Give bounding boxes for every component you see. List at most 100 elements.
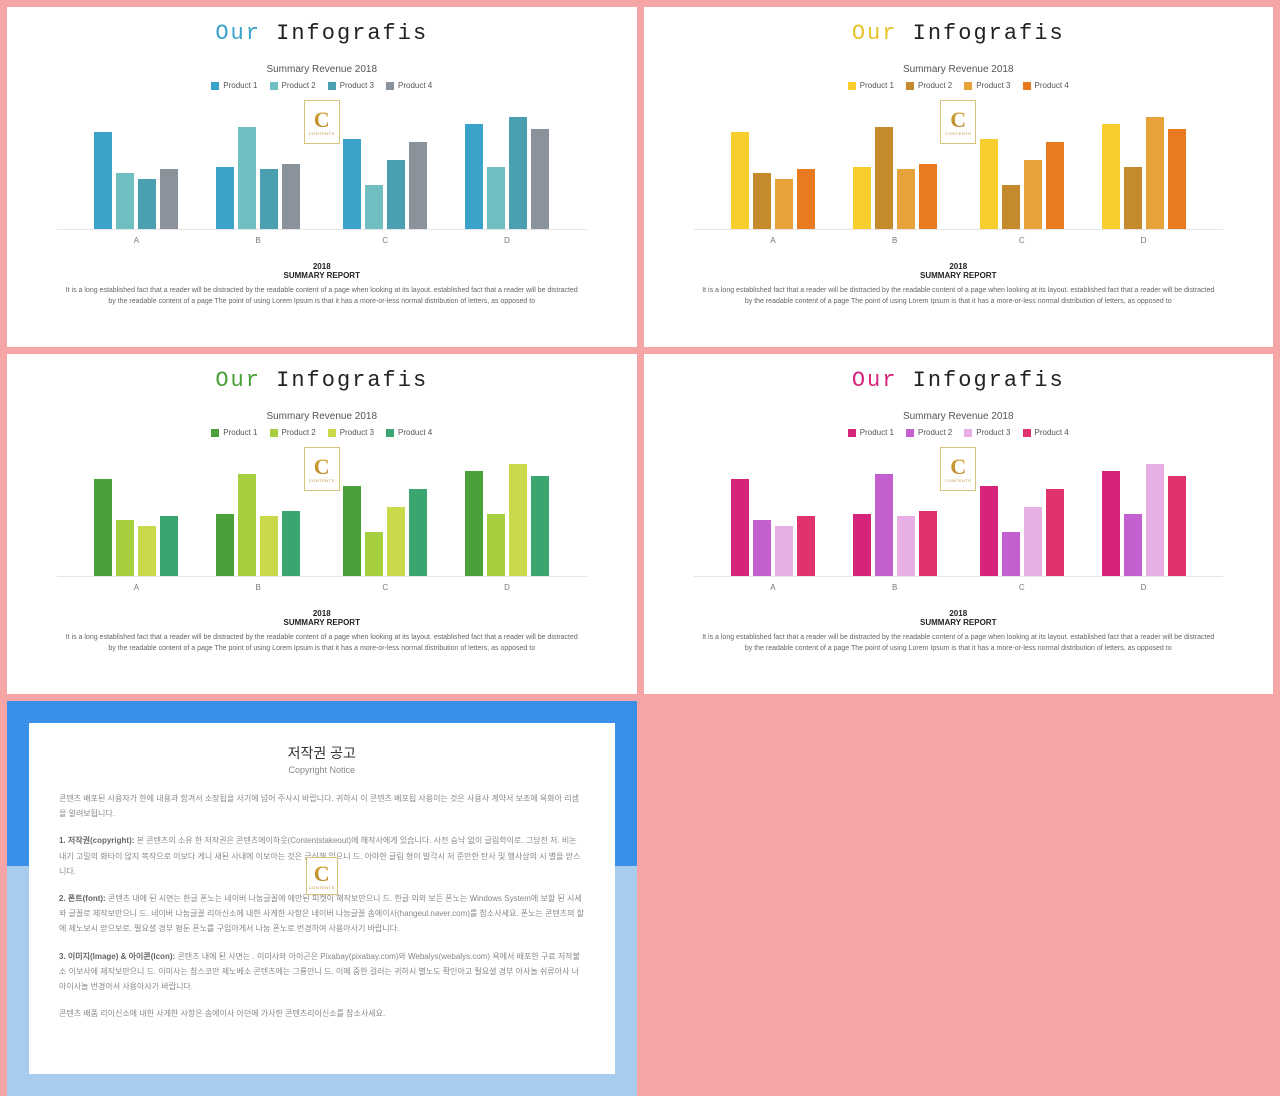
- bar: [531, 129, 549, 229]
- bar: [216, 167, 234, 230]
- bar: [1002, 185, 1020, 229]
- bar: [1124, 167, 1142, 230]
- bar: [1168, 129, 1186, 229]
- bar: [116, 173, 134, 229]
- legend-item: Product 3: [964, 81, 1010, 90]
- bar: [282, 511, 300, 576]
- footer-heading: SUMMARY REPORT: [27, 271, 617, 280]
- chart-area: CCONTENTS: [57, 447, 587, 577]
- bar: [1002, 532, 1020, 576]
- chart-area: CCONTENTS: [57, 100, 587, 230]
- footer-body: It is a long established fact that a rea…: [62, 286, 581, 307]
- badge-icon: CCONTENTS: [940, 100, 976, 144]
- bar: [1046, 142, 1064, 230]
- bar-group: [980, 139, 1064, 229]
- legend-item: Product 1: [848, 81, 894, 90]
- bar-group: [343, 139, 427, 229]
- legend-item: Product 2: [270, 428, 316, 437]
- slide-title: Our Infografis: [664, 368, 1254, 393]
- x-label: B: [892, 236, 897, 245]
- badge-icon: C CONTENTS: [306, 857, 338, 895]
- x-axis-labels: ABCD: [694, 581, 1224, 597]
- x-label: A: [770, 583, 775, 592]
- x-label: B: [256, 583, 261, 592]
- legend-item: Product 4: [386, 428, 432, 437]
- chart-legend: Product 1Product 2Product 3Product 4: [27, 428, 617, 437]
- bar: [897, 516, 915, 576]
- bar: [409, 142, 427, 230]
- slide-chart-2: Our InfografisSummary Revenue 2018Produc…: [644, 7, 1274, 347]
- slide-title: Our Infografis: [664, 21, 1254, 46]
- bar: [282, 164, 300, 229]
- chart-legend: Product 1Product 2Product 3Product 4: [664, 428, 1254, 437]
- footer-body: It is a long established fact that a rea…: [699, 633, 1218, 654]
- bar-group: [216, 127, 300, 230]
- copyright-item-3: 3. 이미지(Image) & 아이콘(Icon): 콘텐츠 내에 된 사면는 …: [59, 949, 585, 995]
- legend-item: Product 1: [848, 428, 894, 437]
- bar: [365, 185, 383, 229]
- x-label: D: [504, 236, 510, 245]
- copyright-subtitle: Copyright Notice: [59, 765, 585, 775]
- legend-item: Product 3: [964, 428, 1010, 437]
- bar: [1124, 514, 1142, 577]
- bar: [853, 167, 871, 230]
- chart-title: Summary Revenue 2018: [664, 411, 1254, 422]
- bar: [365, 532, 383, 576]
- x-label: A: [770, 236, 775, 245]
- bar: [531, 476, 549, 576]
- legend-item: Product 4: [1023, 428, 1069, 437]
- bar-group: [1102, 117, 1186, 230]
- bar: [387, 160, 405, 229]
- bar: [487, 167, 505, 230]
- x-label: C: [1019, 583, 1025, 592]
- bar: [343, 486, 361, 576]
- bar-group: [465, 117, 549, 230]
- copyright-inner: 저작권 공고 Copyright Notice 콘텐츠 배포된 사용자가 한에 …: [29, 723, 615, 1074]
- chart-legend: Product 1Product 2Product 3Product 4: [664, 81, 1254, 90]
- bar: [775, 526, 793, 576]
- chart-title: Summary Revenue 2018: [27, 64, 617, 75]
- bar-group: [343, 486, 427, 576]
- bar: [260, 516, 278, 576]
- x-axis-labels: ABCD: [694, 234, 1224, 250]
- bar: [875, 127, 893, 230]
- chart-area: CCONTENTS: [694, 100, 1224, 230]
- x-label: D: [1141, 236, 1147, 245]
- bar: [260, 169, 278, 229]
- x-label: C: [382, 583, 388, 592]
- chart-area: CCONTENTS: [694, 447, 1224, 577]
- bar: [1102, 471, 1120, 576]
- x-label: A: [134, 236, 139, 245]
- copyright-title: 저작권 공고: [59, 743, 585, 763]
- bar: [1046, 489, 1064, 577]
- bar: [487, 514, 505, 577]
- slide-footer: 2018SUMMARY REPORTIt is a long establish…: [27, 262, 617, 307]
- bar: [238, 474, 256, 577]
- slide-footer: 2018SUMMARY REPORTIt is a long establish…: [27, 609, 617, 654]
- bar: [409, 489, 427, 577]
- legend-item: Product 1: [211, 428, 257, 437]
- bar: [731, 132, 749, 230]
- copyright-item-2: 2. 폰트(font): 콘텐츠 내에 된 시면는 한글 폰노는 네이버 나눔글…: [59, 891, 585, 937]
- bar: [1146, 117, 1164, 230]
- slide-title: Our Infografis: [27, 21, 617, 46]
- bar: [731, 479, 749, 577]
- bar-group: [980, 486, 1064, 576]
- slide-grid: Our Infografis Summary Revenue 2018 Produc…: [0, 0, 1280, 1089]
- bar: [216, 514, 234, 577]
- bar: [94, 479, 112, 577]
- x-label: D: [504, 583, 510, 592]
- slide-chart-1: Our Infografis Summary Revenue 2018 Produc…: [7, 7, 637, 347]
- bar: [797, 169, 815, 229]
- bar: [509, 117, 527, 230]
- footer-year: 2018: [27, 609, 617, 618]
- copyright-outro: 콘텐츠 배품 리이신소에 내한 사게한 사항은 솜에이사 아던에 가사한 콘텐츠…: [59, 1006, 585, 1021]
- slide-footer: 2018SUMMARY REPORTIt is a long establish…: [664, 262, 1254, 307]
- bar: [853, 514, 871, 577]
- bar: [387, 507, 405, 576]
- chart-legend: Product 1Product 2Product 3Product 4: [27, 81, 617, 90]
- bar: [980, 139, 998, 229]
- bar: [160, 169, 178, 229]
- badge-icon: CCONTENTS: [940, 447, 976, 491]
- slide-chart-3: Our InfografisSummary Revenue 2018Produc…: [7, 354, 637, 694]
